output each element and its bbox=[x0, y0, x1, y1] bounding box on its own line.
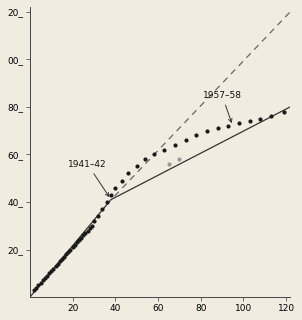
Point bbox=[104, 199, 109, 204]
Point bbox=[269, 114, 274, 119]
Point bbox=[237, 121, 242, 126]
Point bbox=[77, 237, 82, 243]
Point bbox=[205, 128, 210, 133]
Point bbox=[173, 142, 178, 148]
Text: 1941–42: 1941–42 bbox=[68, 160, 109, 196]
Point bbox=[72, 242, 77, 247]
Point bbox=[74, 240, 79, 245]
Point bbox=[62, 254, 66, 259]
Point bbox=[151, 152, 156, 157]
Point bbox=[70, 244, 75, 250]
Point bbox=[32, 287, 37, 292]
Point bbox=[64, 252, 69, 257]
Point bbox=[51, 266, 56, 271]
Point bbox=[34, 285, 39, 290]
Point bbox=[92, 219, 96, 224]
Point bbox=[47, 271, 52, 276]
Point bbox=[96, 214, 101, 219]
Text: 1957–58: 1957–58 bbox=[203, 91, 242, 122]
Point bbox=[109, 192, 114, 197]
Point bbox=[166, 161, 171, 166]
Point bbox=[83, 230, 88, 236]
Point bbox=[59, 257, 64, 262]
Point bbox=[66, 249, 71, 254]
Point bbox=[68, 247, 73, 252]
Point bbox=[162, 147, 167, 152]
Point bbox=[57, 259, 62, 264]
Point bbox=[45, 273, 50, 278]
Point bbox=[100, 206, 105, 212]
Point bbox=[40, 278, 45, 283]
Point bbox=[258, 116, 263, 121]
Point bbox=[126, 171, 130, 176]
Point bbox=[134, 164, 139, 169]
Point bbox=[113, 185, 118, 190]
Point bbox=[55, 261, 60, 266]
Point bbox=[38, 280, 43, 285]
Point bbox=[247, 118, 252, 124]
Point bbox=[42, 276, 47, 281]
Point bbox=[215, 126, 220, 131]
Point bbox=[81, 233, 86, 238]
Point bbox=[226, 123, 231, 128]
Point bbox=[36, 283, 41, 288]
Point bbox=[119, 178, 124, 183]
Point bbox=[281, 109, 286, 114]
Point bbox=[87, 226, 92, 231]
Point bbox=[194, 133, 199, 138]
Point bbox=[53, 264, 58, 269]
Point bbox=[177, 156, 182, 162]
Point bbox=[49, 268, 54, 274]
Point bbox=[89, 223, 94, 228]
Point bbox=[183, 138, 188, 143]
Point bbox=[79, 235, 84, 240]
Point bbox=[143, 156, 148, 162]
Point bbox=[85, 228, 90, 233]
